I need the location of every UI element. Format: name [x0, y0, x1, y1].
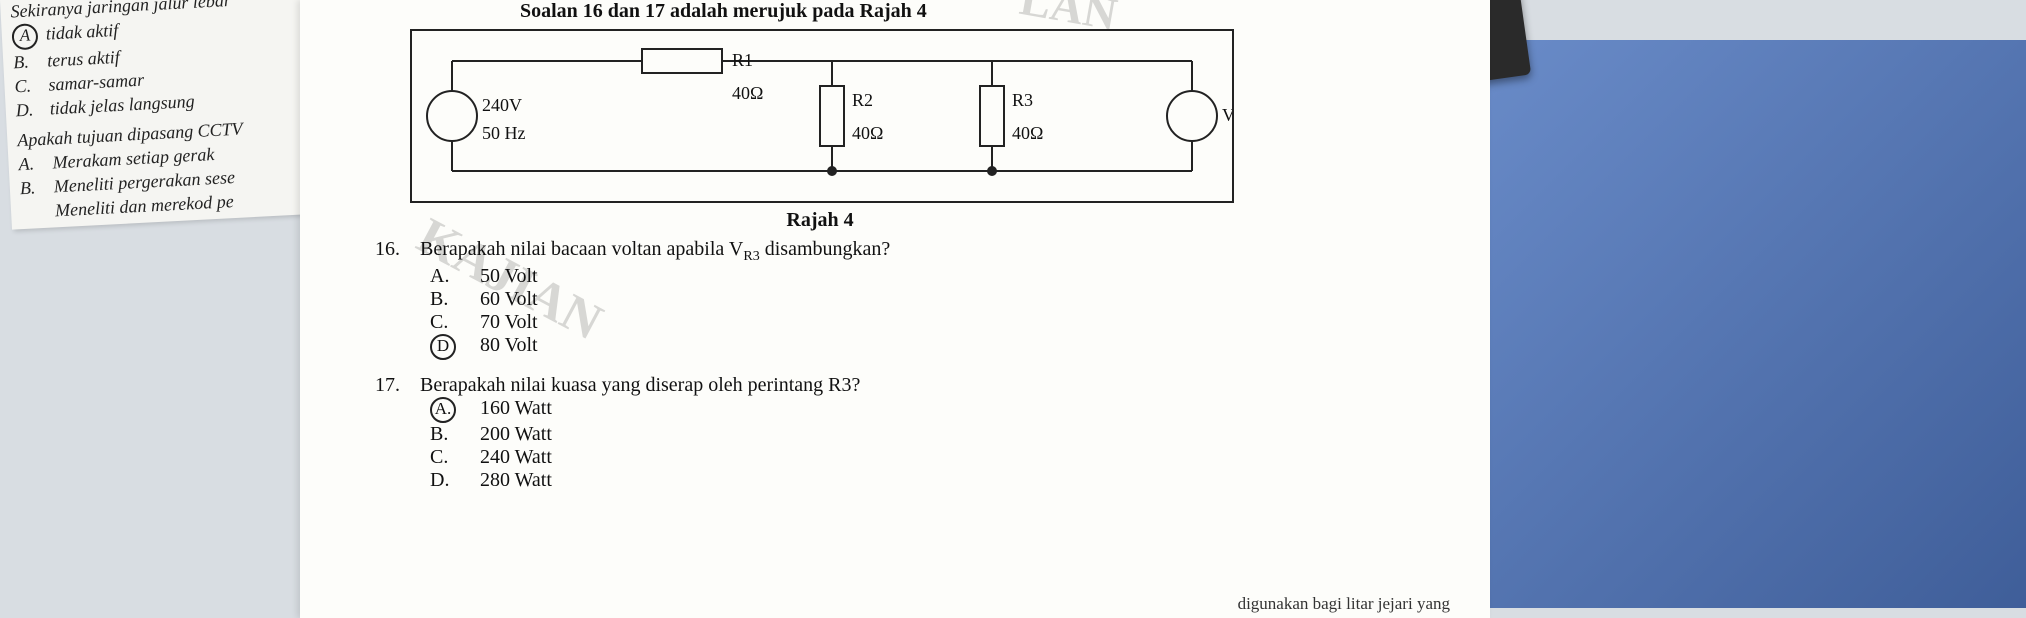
main-page: LAN Soalan 16 dan 17 adalah merujuk pada…: [300, 0, 1490, 618]
question-16: 16. Berapakah nilai bacaan voltan apabil…: [330, 238, 1460, 360]
q16-number: 16.: [330, 238, 420, 360]
r1-label: R1: [732, 50, 753, 70]
r2-value: 40Ω: [852, 123, 883, 143]
q17-b-letter: B.: [420, 423, 480, 446]
q17-b-text: 200 Watt: [480, 423, 1460, 446]
figure-caption: Rajah 4: [410, 209, 1230, 232]
meter-label: VR3: [1222, 105, 1232, 128]
left-opt-a-text: tidak aktif: [45, 18, 119, 49]
left-opt-a-letter: A: [11, 23, 38, 50]
q16-opt-b: B.60 Volt: [420, 288, 1460, 311]
circuit-svg: 240V 50 Hz R1 40Ω R2 40Ω R3 40Ω VR3: [412, 31, 1232, 201]
q17-a-letter: A.: [430, 397, 456, 423]
q16-stem-sub: R3: [743, 249, 759, 264]
q16-d-text: 80 Volt: [480, 334, 1460, 360]
q17-c-letter: C.: [420, 446, 480, 469]
footer-fragment: digunakan bagi litar jejari yang: [1238, 594, 1450, 614]
source-voltage-text: 240V: [482, 95, 522, 115]
q16-c-letter: C.: [420, 311, 480, 334]
q16-opt-d: D 80 Volt: [420, 334, 1460, 360]
q17-number: 17.: [330, 374, 420, 492]
q16-stem: Berapakah nilai bacaan voltan apabila VR…: [420, 238, 1460, 265]
left-q2-b-letter: B.: [19, 174, 54, 200]
q16-c-text: 70 Volt: [480, 311, 1460, 334]
left-page-fragment: Sekiranya jaringan jalur lebar A tidak a…: [0, 0, 322, 230]
q16-opt-a: A.50 Volt: [420, 265, 1460, 288]
q17-d-letter: D.: [420, 469, 480, 492]
r3-label: R3: [1012, 90, 1033, 110]
left-opt-c-letter: C.: [14, 73, 49, 99]
instruction-text: Soalan 16 dan 17 adalah merujuk pada Raj…: [520, 0, 1460, 23]
q17-c-text: 240 Watt: [480, 446, 1460, 469]
q17-opt-b: B.200 Watt: [420, 423, 1460, 446]
r3-value: 40Ω: [1012, 123, 1043, 143]
q17-a-text: 160 Watt: [480, 397, 1460, 423]
desk-surface: [1466, 40, 2026, 608]
left-opt-b-letter: B.: [13, 49, 48, 75]
question-17: 17. Berapakah nilai kuasa yang diserap o…: [330, 374, 1460, 492]
q16-d-letter: D: [430, 334, 456, 360]
source-freq-text: 50 Hz: [482, 123, 526, 143]
q16-stem-b: disambungkan?: [760, 238, 891, 260]
r2-label: R2: [852, 90, 873, 110]
q16-a-text: 50 Volt: [480, 265, 1460, 288]
q17-opt-a: A. 160 Watt: [420, 397, 1460, 423]
q16-b-text: 60 Volt: [480, 288, 1460, 311]
q17-stem: Berapakah nilai kuasa yang diserap oleh …: [420, 374, 1460, 397]
left-q2-c-letter: [21, 198, 56, 224]
q16-b-letter: B.: [420, 288, 480, 311]
left-q2-a-letter: A.: [18, 150, 53, 176]
q16-opt-c: C.70 Volt: [420, 311, 1460, 334]
r1-value: 40Ω: [732, 83, 763, 103]
q17-d-text: 280 Watt: [480, 469, 1460, 492]
q16-stem-a: Berapakah nilai bacaan voltan apabila V: [420, 238, 743, 260]
circuit-diagram: 240V 50 Hz R1 40Ω R2 40Ω R3 40Ω VR3: [410, 29, 1234, 203]
q16-a-letter: A.: [420, 265, 480, 288]
left-opt-d-letter: D.: [15, 97, 50, 123]
q17-opt-d: D.280 Watt: [420, 469, 1460, 492]
q17-opt-c: C.240 Watt: [420, 446, 1460, 469]
left-q2-d-letter: [22, 222, 57, 229]
